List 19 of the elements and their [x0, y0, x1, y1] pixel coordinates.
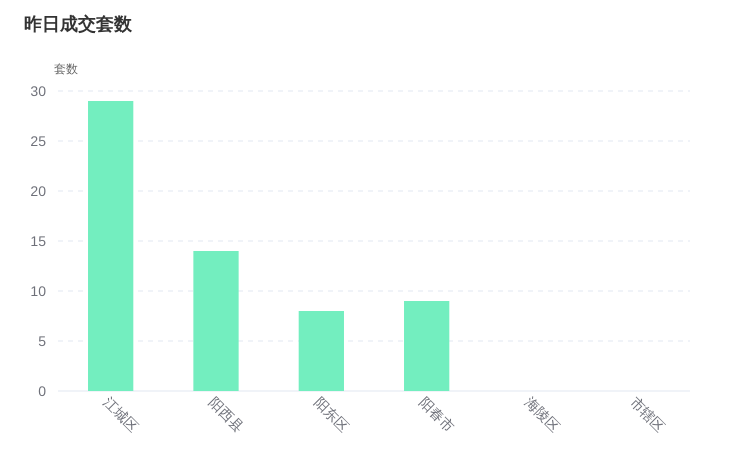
x-tick-label: 阳西县 — [206, 394, 247, 435]
y-tick-label: 20 — [30, 183, 46, 199]
y-tick-label: 15 — [30, 233, 46, 249]
y-axis-title: 套数 — [54, 62, 78, 76]
chart-title: 昨日成交套数 — [24, 14, 133, 34]
bar — [193, 251, 239, 391]
x-tick-label: 江城区 — [100, 394, 142, 435]
x-tick-label: 市辖区 — [627, 394, 668, 435]
y-tick-label: 25 — [30, 133, 46, 149]
bar — [88, 101, 134, 391]
y-tick-label: 30 — [30, 83, 46, 99]
x-tick-label: 阳春市 — [416, 394, 458, 435]
y-tick-label: 5 — [38, 333, 46, 349]
bar — [404, 301, 450, 391]
x-tick-label: 海陵区 — [522, 394, 563, 435]
y-tick-label: 10 — [30, 283, 46, 299]
y-tick-label: 0 — [38, 383, 46, 399]
x-tick-label: 阳东区 — [311, 394, 352, 435]
bar — [298, 311, 344, 391]
